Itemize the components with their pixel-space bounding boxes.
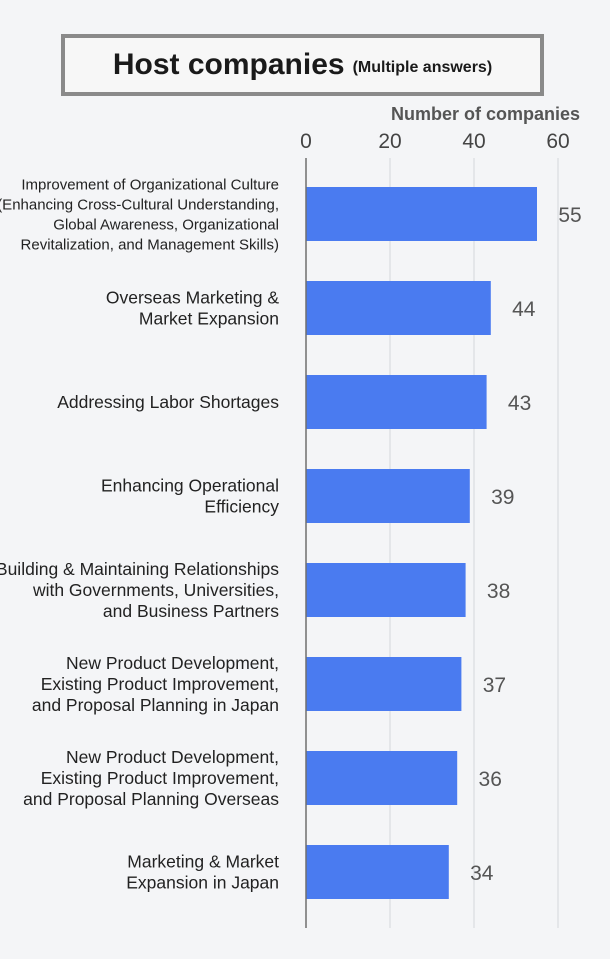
category-label: with Governments, Universities,: [32, 580, 279, 600]
category-label: Market Expansion: [139, 309, 279, 329]
x-axis-label: Number of companies: [391, 104, 580, 124]
category-label: Addressing Labor Shortages: [57, 392, 279, 412]
bar: [306, 845, 449, 899]
value-label: 38: [487, 580, 510, 603]
x-tick-label: 0: [300, 130, 312, 153]
category-label: Overseas Marketing &: [106, 288, 279, 308]
bar: [306, 657, 462, 711]
value-label: 39: [491, 486, 514, 509]
value-label: 37: [483, 674, 506, 697]
category-label: Revitalization, and Management Skills): [21, 236, 279, 253]
category-label: Marketing & Market: [127, 852, 279, 872]
bar: [306, 187, 537, 241]
value-label: 55: [558, 204, 581, 227]
category-label: Global Awareness, Organizational: [53, 216, 279, 233]
category-label: New Product Development,: [66, 653, 279, 673]
category-label: (Enhancing Cross-Cultural Understanding,: [0, 196, 279, 213]
category-label: Building & Maintaining Relationships: [0, 559, 279, 579]
bar: [306, 563, 466, 617]
bar: [306, 469, 470, 523]
category-label: Efficiency: [204, 497, 279, 517]
category-label: and Proposal Planning in Japan: [32, 695, 279, 715]
chart-subtitle: (Multiple answers): [352, 59, 493, 76]
category-label: Enhancing Operational: [101, 476, 279, 496]
x-tick-label: 60: [546, 130, 569, 153]
bar: [306, 751, 458, 805]
category-label: Expansion in Japan: [126, 873, 279, 893]
category-label: and Proposal Planning Overseas: [23, 789, 279, 809]
value-label: 36: [479, 768, 502, 791]
chart-title: Host companies: [112, 48, 345, 81]
bar: [306, 281, 491, 335]
value-label: 44: [512, 298, 536, 321]
value-label: 43: [508, 392, 531, 415]
category-label: Existing Product Improvement,: [41, 768, 279, 788]
x-tick-label: 20: [378, 130, 401, 153]
category-label: Improvement of Organizational Culture: [21, 176, 279, 193]
chart-title-box: Host companies (Multiple answers): [61, 34, 544, 96]
bar: [306, 375, 487, 429]
category-label: and Business Partners: [103, 601, 279, 621]
category-label: New Product Development,: [66, 747, 279, 767]
x-tick-label: 40: [462, 130, 485, 153]
category-label: Existing Product Improvement,: [41, 674, 279, 694]
value-label: 34: [470, 862, 494, 885]
